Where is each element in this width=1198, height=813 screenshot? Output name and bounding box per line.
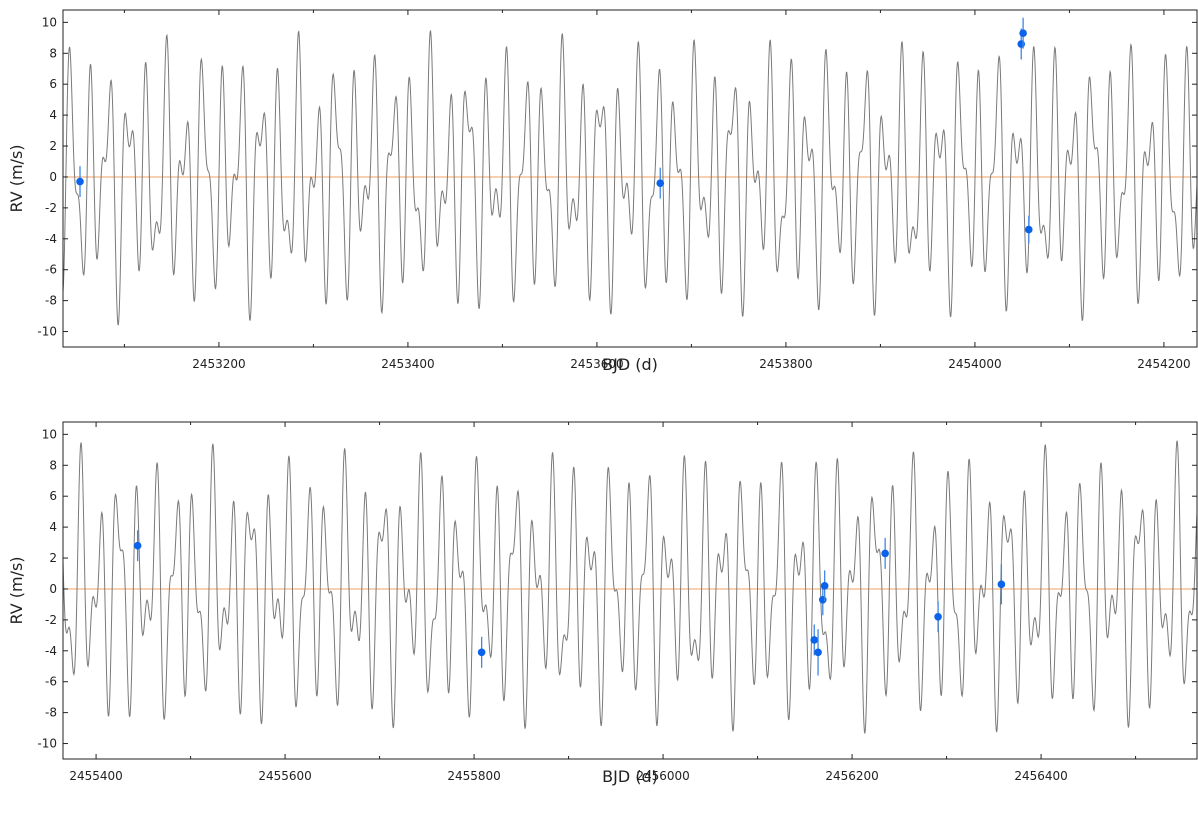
x-axis-title: BJD (d) [602,767,658,786]
x-tick-label: 2453600 [570,357,623,371]
y-tick-label: -4 [45,232,57,246]
rv-panel-1: -10 -8 -6 -4 -2 0 2 4 6 8 10 2453200 2453400 2453600 2… [7,9,1198,374]
data-point [1024,225,1033,234]
data-point [934,612,942,621]
y-tick-label: -10 [37,737,57,751]
x-tick-label: 2455400 [69,769,122,783]
x-tick-label: 2453800 [759,357,812,371]
plot-frame [62,9,1198,348]
y-tick-label: 10 [42,15,57,29]
y-tick-label: -8 [45,706,57,720]
data-point [810,636,819,644]
y-tick-label: 0 [49,170,57,184]
y-tick-label: -4 [45,644,57,658]
y-tick-label: 8 [49,458,57,472]
y-tick-label: 10 [42,427,57,441]
data-point [656,179,665,187]
plot-frame [62,421,1198,760]
x-tick-label: 2456200 [825,769,878,783]
y-tick-label: -2 [45,613,57,627]
y-tick-label: 8 [49,46,57,60]
data-point [818,595,827,604]
model-curve [63,440,1197,734]
y-axis-title: RV (m/s) [7,144,26,212]
x-tick-label: 2456400 [1014,769,1067,783]
x-tick-label: 2455800 [447,769,500,783]
model-curve [63,29,1197,326]
x-axis-title: BJD (d) [602,355,658,374]
y-tick-label: 4 [49,520,57,534]
y-tick-label: 2 [49,139,57,153]
x-tick-label: 2453400 [381,357,434,371]
y-tick-label: 6 [49,489,57,503]
y-tick-label: 6 [49,77,57,91]
y-tick-label: 2 [49,551,57,565]
data-point [477,648,486,657]
y-tick-label: 4 [49,108,57,122]
y-tick-label: -6 [45,263,57,277]
data-point [76,177,84,186]
y-axis-title: RV (m/s) [7,556,26,624]
x-tick-label: 2456000 [636,769,689,783]
data-point [133,541,142,550]
data-point [997,580,1006,589]
data-point [881,549,889,558]
x-tick-label: 2454200 [1137,357,1190,371]
data-point [820,582,829,590]
y-tick-label: -6 [45,675,57,689]
data-point [1017,40,1026,48]
y-tick-label: 0 [49,582,57,596]
x-tick-label: 2454000 [948,357,1001,371]
data-point [1019,29,1027,37]
data-point [814,648,822,657]
y-tick-label: -10 [37,325,57,339]
y-tick-label: -8 [45,294,57,308]
rv-panel-2: -10 -8 -6 -4 -2 0 2 4 6 8 10 2455400 2455600 2455800 2… [7,421,1198,786]
x-tick-label: 2455600 [258,769,311,783]
x-tick-label: 2453200 [192,357,245,371]
y-tick-label: -2 [45,201,57,215]
